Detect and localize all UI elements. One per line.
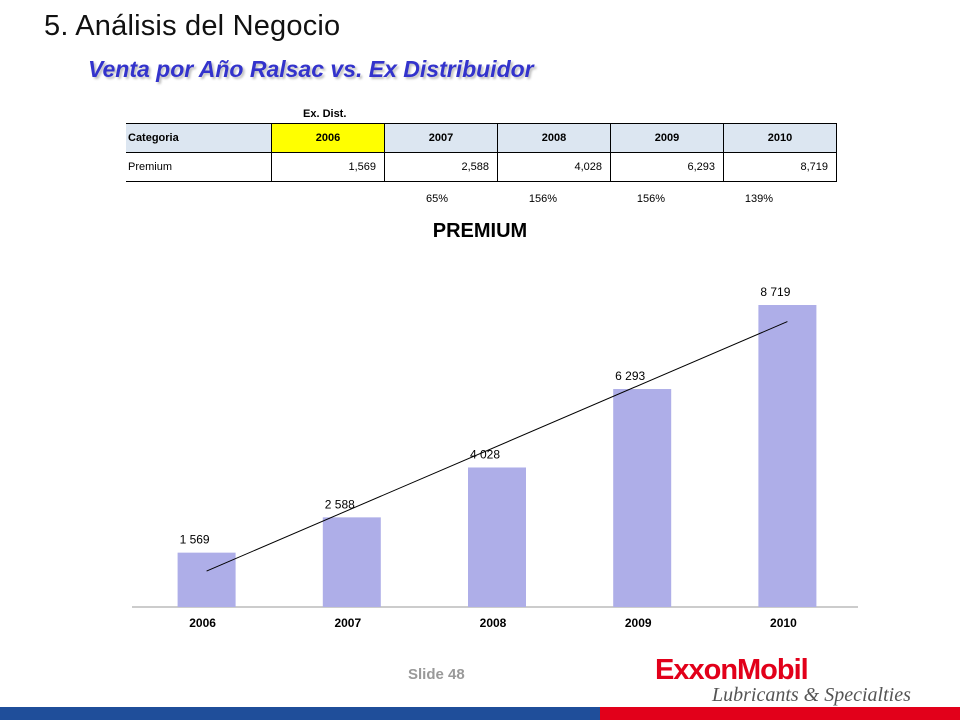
growth-2010: 139%	[744, 193, 773, 205]
header-cell-2007: 2007	[384, 123, 498, 153]
row-category-cell: Premium	[126, 152, 272, 182]
chart-title: PREMIUM	[432, 220, 528, 242]
footer-bar	[0, 707, 960, 720]
bar-2008	[468, 467, 526, 607]
slide-title: 5. Análisis del Negocio	[44, 10, 341, 42]
slide-number: Slide 48	[408, 666, 465, 683]
exxonmobil-logo: ExxonMobil	[655, 654, 809, 687]
bar-2010	[758, 305, 817, 607]
value-cell-2008: 4,028	[497, 152, 611, 182]
sales-table: Categoria 2006 2007 2008 2009 2010 Premi…	[126, 123, 837, 182]
value-cell-2009: 6,293	[610, 152, 724, 182]
table-caption: Ex. Dist.	[303, 108, 347, 120]
bar-2007	[322, 517, 381, 607]
data-label-2007: 2 588	[325, 497, 355, 511]
value-cell-2007: 2,588	[384, 152, 498, 182]
footer-bar-red	[600, 707, 960, 720]
logo-text: ExxonMobil	[655, 654, 809, 686]
logo-subtext: Lubricants & Specialties	[712, 684, 911, 706]
footer-bar-blue	[0, 707, 600, 720]
data-label-2008: 4 028	[470, 447, 500, 461]
data-label-2009: 6 293	[615, 369, 645, 383]
header-cell-2006: 2006	[271, 123, 385, 153]
growth-2008: 156%	[528, 193, 557, 205]
x-tick-2006: 2006	[189, 616, 216, 630]
growth-2009: 156%	[636, 193, 665, 205]
data-label-2010: 8 719	[760, 285, 790, 299]
bar-2006	[177, 552, 236, 607]
x-tick-2009: 2009	[625, 616, 652, 630]
slide-subtitle: Venta por Año Ralsac vs. Ex Distribuidor	[88, 56, 534, 82]
bar-2009	[613, 389, 672, 607]
x-tick-2010: 2010	[770, 616, 797, 630]
x-tick-2007: 2007	[334, 616, 361, 630]
trendline	[206, 321, 788, 572]
data-label-2006: 1 569	[180, 533, 210, 547]
value-cell-2006: 1,569	[271, 152, 385, 182]
value-cell-2010: 8,719	[723, 152, 837, 182]
x-tick-2008: 2008	[480, 616, 507, 630]
table-header-row: Categoria 2006 2007 2008 2009 2010	[126, 123, 837, 153]
growth-2007: 65%	[425, 193, 448, 205]
table-row: Premium 1,569 2,588 4,028 6,293 8,719	[126, 152, 837, 182]
